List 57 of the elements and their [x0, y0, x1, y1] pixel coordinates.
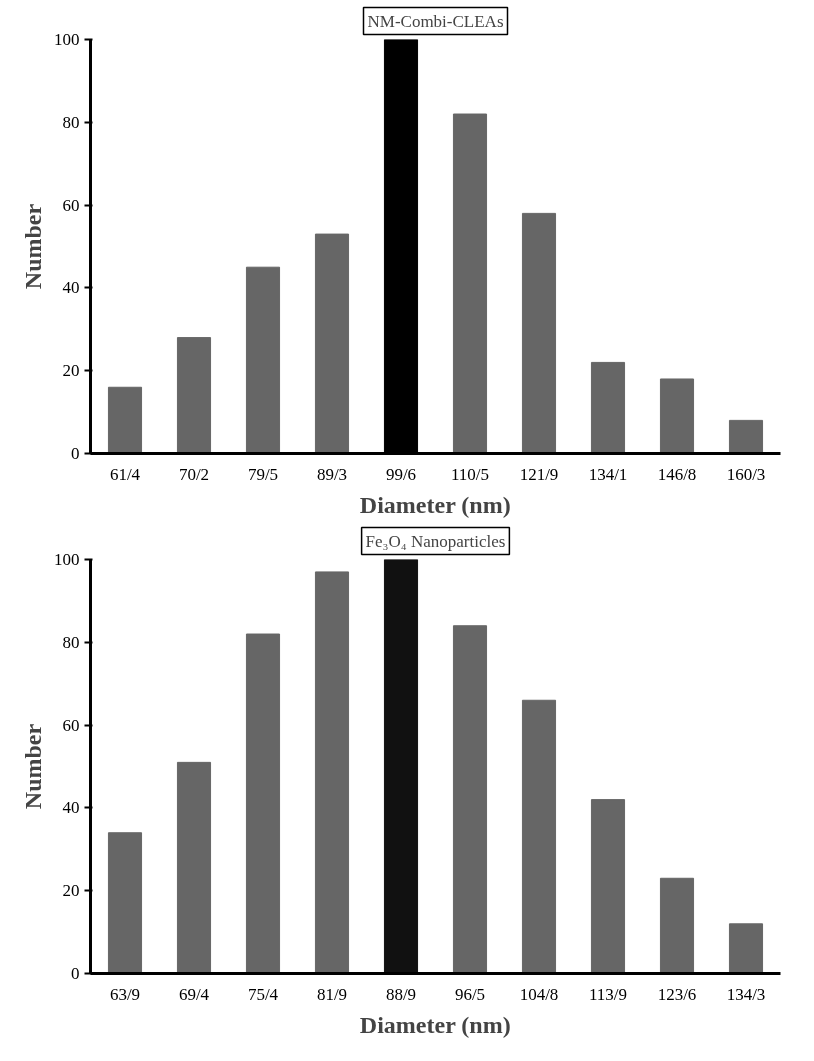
chart-title: NM-Combi-CLEAs [367, 11, 504, 31]
bar [107, 832, 143, 974]
bar [728, 923, 764, 974]
x-tick-label: 81/9 [316, 984, 348, 1004]
x-tick-label: 61/4 [109, 464, 141, 484]
x-axis-title: Diameter (nm) [359, 1011, 511, 1038]
bar [521, 212, 557, 454]
x-tick-label: 75/4 [247, 984, 279, 1004]
y-tick-label: 40 [62, 278, 80, 298]
y-tick-label: 100 [54, 30, 80, 49]
bar [659, 877, 695, 974]
x-axis-title: Diameter (nm) [359, 491, 511, 518]
x-tick-label: 96/5 [454, 984, 486, 1004]
y-tick-label: 80 [62, 112, 80, 132]
y-tick-label: 40 [62, 798, 80, 818]
bar [383, 559, 419, 974]
x-tick-label: 88/9 [385, 984, 417, 1004]
bar [590, 799, 626, 974]
x-tick-label: 123/6 [657, 984, 697, 1004]
x-tick-label: 63/9 [109, 984, 141, 1004]
x-tick-label: 160/3 [726, 464, 766, 484]
y-tick-label: 60 [62, 195, 80, 215]
y-axis-title: Number [20, 723, 46, 810]
y-tick-label: 80 [62, 632, 80, 652]
x-tick-label: 69/4 [178, 984, 210, 1004]
y-axis-title: Number [20, 203, 46, 290]
bar [314, 233, 350, 454]
bar [245, 633, 281, 974]
chart-title: Fe₃O₄ Nanoparticles [365, 531, 506, 551]
y-tick-label: 0 [71, 964, 80, 983]
y-tick-label: 20 [62, 881, 80, 901]
x-tick-label: 110/5 [450, 464, 490, 484]
y-tick-label: 20 [62, 361, 80, 381]
y-tick-label: 0 [71, 444, 80, 463]
bar [521, 699, 557, 974]
x-tick-label: 104/8 [519, 984, 559, 1004]
x-tick-label: 99/6 [385, 464, 417, 484]
bar [659, 378, 695, 454]
x-tick-label: 79/5 [247, 464, 279, 484]
bar [314, 571, 350, 974]
y-tick-label: 100 [54, 550, 80, 569]
x-tick-label: 121/9 [519, 464, 559, 484]
bar [107, 386, 143, 454]
x-tick-label: 89/3 [316, 464, 348, 484]
bar [452, 113, 488, 454]
bar [728, 419, 764, 454]
x-tick-label: 113/9 [588, 984, 628, 1004]
x-tick-label: 70/2 [178, 464, 210, 484]
x-tick-label: 146/8 [657, 464, 697, 484]
bar [590, 361, 626, 454]
bar [452, 625, 488, 974]
bar [176, 337, 212, 454]
bar [176, 761, 212, 974]
y-tick-label: 60 [62, 715, 80, 735]
x-tick-label: 134/3 [726, 984, 766, 1004]
bar [245, 266, 281, 454]
x-tick-label: 134/1 [588, 464, 628, 484]
